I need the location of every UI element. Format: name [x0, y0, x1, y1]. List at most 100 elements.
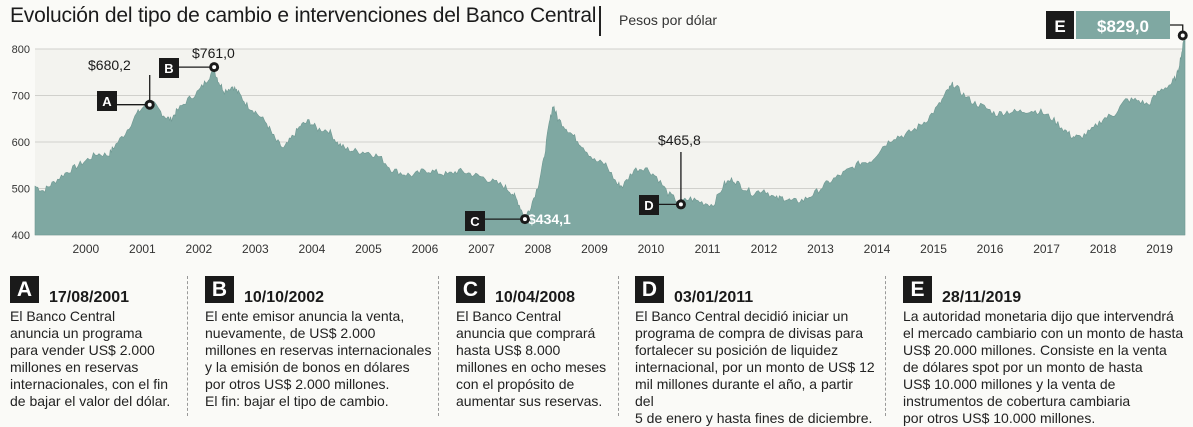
- annotation-marker-dot: [212, 65, 217, 70]
- event-text-line: internacional, por un monto de US$ 12: [635, 359, 875, 375]
- y-tick-label: 800: [12, 44, 30, 56]
- x-tick-label: 2016: [977, 242, 1004, 256]
- event-description: El ente emisor anuncia la venta, nuevame…: [205, 308, 433, 410]
- annotation-marker-dot: [522, 217, 527, 222]
- annotation-value-label: $829,0: [1097, 17, 1149, 36]
- event-date: 10/04/2008: [495, 289, 576, 306]
- y-tick-label: 600: [12, 137, 30, 149]
- y-tick-label: 500: [12, 184, 30, 196]
- annotation-badge: [639, 195, 659, 215]
- event-text-line: millones en reservas: [10, 359, 139, 375]
- event-date: 10/10/2002: [244, 289, 325, 306]
- event-separator: [438, 276, 439, 416]
- event-text-line: anuncia que comprará: [456, 325, 596, 341]
- event-text-line: millones en reservas internacionales: [205, 342, 432, 358]
- annotation-badge-letter: A: [102, 94, 112, 109]
- event-text-line: por otros US$ 10.000 millones.: [903, 410, 1096, 426]
- x-tick-label: 2015: [920, 242, 947, 256]
- event-text-line: El Banco Central: [456, 308, 562, 324]
- x-tick-label: 2004: [299, 242, 326, 256]
- event-badge: A: [10, 276, 39, 303]
- x-tick-label: 2006: [412, 242, 439, 256]
- title-divider: [599, 6, 601, 36]
- event-text-line: US$ 20.000 millones. Consiste en la vent…: [903, 342, 1167, 358]
- event-text-line: fortalecer su posición de liquidez: [635, 342, 839, 358]
- event-D: D 03/01/2011 El Banco Central decidió ini…: [635, 276, 875, 427]
- event-description: El Banco Central anuncia que comprará ha…: [456, 308, 616, 410]
- event-text-line: El Banco Central decidió iniciar un: [635, 308, 849, 324]
- x-tick-label: 2003: [242, 242, 269, 256]
- x-tick-label: 2017: [1033, 242, 1060, 256]
- x-tick-label: 2000: [73, 242, 100, 256]
- event-text-line: el mercado cambiario con un monto de has…: [903, 325, 1184, 341]
- event-text-line: US$ 10.000 millones y la venta de: [903, 376, 1116, 392]
- x-tick-label: 2008: [525, 242, 552, 256]
- x-tick-label: 2005: [355, 242, 382, 256]
- event-description: El Banco Central anuncia un programa par…: [10, 308, 180, 410]
- event-text-line: anuncia un programa: [10, 325, 143, 341]
- event-text-line: por otros US$ 2.000 millones.: [205, 376, 390, 392]
- units-label: Pesos por dólar: [619, 12, 718, 28]
- x-tick-label: 2012: [751, 242, 778, 256]
- event-date: 17/08/2001: [49, 289, 130, 306]
- event-text-line: con el propósito de: [456, 376, 575, 392]
- annotation-marker-dot: [1180, 33, 1185, 38]
- event-badge: D: [635, 276, 664, 303]
- event-text-line: mil millones durante el año, a partir de…: [635, 376, 853, 409]
- x-tick-label: 2013: [807, 242, 834, 256]
- x-tick-label: 2007: [468, 242, 495, 256]
- event-date: 03/01/2011: [674, 289, 754, 306]
- event-B: B 10/10/2002 El ente emisor anuncia la ve…: [205, 276, 433, 410]
- event-text-line: de dólares spot por un monto de hasta: [903, 359, 1143, 375]
- x-tick-label: 2014: [864, 242, 891, 256]
- y-tick-label: 700: [12, 91, 30, 103]
- event-separator: [885, 276, 886, 416]
- event-text-line: El ente emisor anuncia la venta,: [205, 308, 405, 324]
- annotation-value-label: $761,0: [192, 45, 235, 61]
- chart-title: Evolución del tipo de cambio e intervenc…: [10, 4, 597, 27]
- x-tick-label: 2009: [581, 242, 608, 256]
- annotation-marker-dot: [147, 102, 152, 107]
- event-text-line: de bajar el valor del dólar.: [10, 393, 171, 409]
- x-tick-label: 2002: [186, 242, 213, 256]
- x-tick-label: 2018: [1090, 242, 1117, 256]
- event-text-line: hasta US$ 8.000: [456, 342, 561, 358]
- annotation-badge-letter: E: [1054, 17, 1065, 36]
- annotation-badge-letter: C: [470, 214, 480, 229]
- annotation-badge-letter: D: [644, 198, 653, 213]
- event-description: El Banco Central decidió iniciar un prog…: [635, 308, 875, 427]
- annotation-value-label: $434,1: [528, 211, 571, 227]
- event-badge: E: [903, 276, 932, 303]
- event-separator: [187, 276, 188, 416]
- event-C: C 10/04/2008 El Banco Central anuncia que…: [456, 276, 616, 410]
- event-separator: [618, 276, 619, 416]
- event-badge: C: [456, 276, 485, 303]
- event-text-line: El Banco Central: [10, 308, 116, 324]
- event-text-line: 5 de enero y hasta fines de diciembre.: [635, 410, 873, 426]
- event-description: La autoridad monetaria dijo que interven…: [903, 308, 1191, 427]
- x-tick-label: 2019: [1146, 242, 1173, 256]
- annotation-badge: [465, 211, 485, 231]
- event-text-line: para vender US$ 2.000: [10, 342, 155, 358]
- event-E: E 28/11/2019 La autoridad monetaria dijo …: [903, 276, 1191, 427]
- x-tick-label: 2010: [638, 242, 665, 256]
- exchange-rate-chart: 400 500 600 700 800 2000 2001 2002 2003 2004 2005 2…: [12, 11, 1188, 256]
- annotation-value-box: [1076, 11, 1170, 39]
- event-text-line: instrumentos de cobertura cambiaria: [903, 393, 1131, 409]
- event-A: A 17/08/2001 El Banco Central anuncia un …: [10, 276, 180, 410]
- event-text-line: millones en ocho meses: [456, 359, 607, 375]
- event-text-line: nuevamente, de US$ 2.000: [205, 325, 376, 341]
- event-text-line: La autoridad monetaria dijo que interven…: [903, 308, 1174, 324]
- event-badge: B: [205, 276, 234, 303]
- annotation-badge: [1046, 11, 1074, 39]
- annotation-badge: [97, 91, 117, 111]
- annotation-value-label: $465,8: [658, 132, 701, 148]
- y-tick-label: 400: [12, 230, 30, 242]
- x-tick-label: 2001: [129, 242, 156, 256]
- annotation-badge-letter: B: [164, 61, 173, 76]
- event-date: 28/11/2019: [942, 289, 1022, 306]
- x-tick-label: 2011: [695, 242, 721, 256]
- annotation-badge: [159, 58, 179, 78]
- event-text-line: y la emisión de bonos en dólares: [205, 359, 410, 375]
- event-text-line: internacionales, con el fin: [10, 376, 168, 392]
